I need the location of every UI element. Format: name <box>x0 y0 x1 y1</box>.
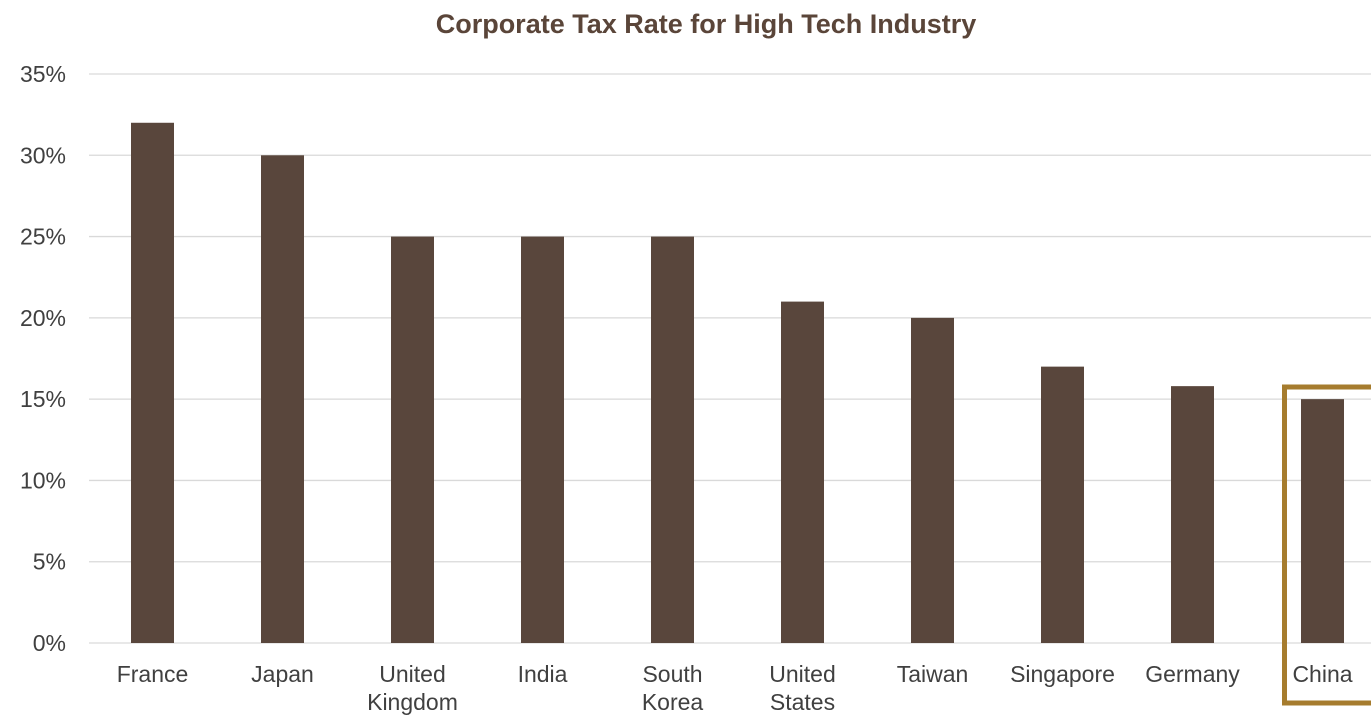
y-tick-label: 15% <box>20 386 66 412</box>
bar <box>911 317 954 643</box>
bar <box>131 122 174 644</box>
x-axis-category-labels: France Japan United Kingdom India South Korea U… <box>117 661 1353 715</box>
bar <box>391 236 434 644</box>
y-axis-tick-labels: 0% 5% 10% 15% 20% 25% 30% 35% <box>20 61 66 656</box>
highlight-layer <box>1282 384 1371 706</box>
x-category-label: Singapore <box>1010 661 1115 687</box>
y-tick-label: 30% <box>20 142 66 168</box>
y-tick-label: 0% <box>33 630 66 656</box>
highlight-box <box>1282 384 1371 706</box>
x-category-label: South Korea <box>642 661 704 715</box>
bar <box>651 236 694 644</box>
x-category-label: Japan <box>251 661 314 687</box>
y-tick-label: 20% <box>20 305 66 331</box>
x-category-label: China <box>1292 661 1352 687</box>
chart-title: Corporate Tax Rate for High Tech Industr… <box>436 9 977 39</box>
x-category-label: India <box>518 661 568 687</box>
x-category-label: Taiwan <box>897 661 969 687</box>
x-category-label: France <box>117 661 189 687</box>
bar <box>1041 366 1084 643</box>
bar <box>521 236 564 644</box>
bars <box>131 122 1344 644</box>
y-tick-label: 5% <box>33 549 66 575</box>
y-tick-label: 10% <box>20 467 66 493</box>
bar <box>1171 386 1214 643</box>
x-category-label: Germany <box>1145 661 1240 687</box>
y-tick-label: 35% <box>20 61 66 87</box>
y-tick-label: 25% <box>20 224 66 250</box>
x-category-label: United States <box>769 661 835 715</box>
bar <box>261 155 304 644</box>
bar <box>781 301 824 643</box>
x-category-label: United Kingdom <box>367 661 458 715</box>
bar <box>1301 399 1344 643</box>
